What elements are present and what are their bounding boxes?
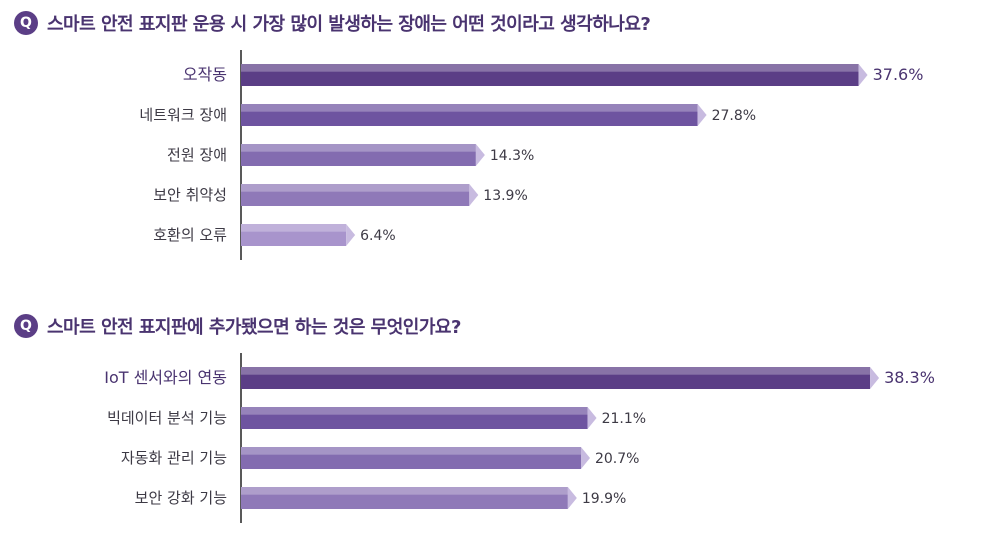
bar-highlight xyxy=(241,144,476,152)
bar-highlight xyxy=(241,224,347,232)
bar xyxy=(241,104,698,126)
value-label: 27.8% xyxy=(712,108,756,124)
bar-tip xyxy=(697,104,707,126)
bar xyxy=(241,447,581,469)
bar-highlight xyxy=(241,184,470,192)
bar-tip xyxy=(858,64,868,86)
bar-chart-features: IoT 센서와의 연동 38.3% 빅데이터 분석 기능 21.1% 자동화 관리 기능… xyxy=(104,353,935,523)
category-label: 전원 장애 xyxy=(167,146,227,164)
question-title: 스마트 안전 표지판 운용 시 가장 많이 발생하는 장애는 어떤 것이라고 생… xyxy=(47,14,651,35)
bar xyxy=(241,224,347,246)
bar-tip xyxy=(587,407,597,429)
question-q-icon: Q xyxy=(14,314,38,338)
bar xyxy=(241,487,568,509)
bar-highlight xyxy=(241,64,859,72)
value-label: 13.9% xyxy=(483,188,527,204)
bar-chart-failures: 오작동 37.6% 네트워크 장애 27.8% 전원 장애 14.3% 보안 취약성 13.9… xyxy=(139,50,924,260)
bar-highlight xyxy=(241,447,581,455)
bar-highlight xyxy=(241,407,588,415)
category-label: 보안 취약성 xyxy=(153,186,227,204)
value-label: 19.9% xyxy=(582,491,626,507)
category-label: 빅데이터 분석 기능 xyxy=(107,409,227,427)
value-label: 6.4% xyxy=(360,228,396,244)
value-label: 20.7% xyxy=(595,451,639,467)
question-title: 스마트 안전 표지판에 추가됐으면 하는 것은 무엇인가요? xyxy=(47,317,461,338)
question-q-icon: Q xyxy=(14,11,38,35)
category-label: 오작동 xyxy=(183,65,227,84)
value-label: 14.3% xyxy=(490,148,534,164)
bar xyxy=(241,367,871,389)
bar-highlight xyxy=(241,487,568,495)
value-label: 21.1% xyxy=(602,411,646,427)
question-header-1: Q 스마트 안전 표지판 운용 시 가장 많이 발생하는 장애는 어떤 것이라고… xyxy=(14,10,651,36)
category-label: 네트워크 장애 xyxy=(139,106,227,124)
bar-tip xyxy=(580,447,590,469)
bar-tip xyxy=(870,367,880,389)
bar xyxy=(241,184,470,206)
category-label: IoT 센서와의 연동 xyxy=(104,368,227,387)
value-label: 38.3% xyxy=(884,368,935,387)
bar-highlight xyxy=(241,104,698,112)
bar xyxy=(241,407,588,429)
bar-highlight xyxy=(241,367,871,375)
question-header-2: Q 스마트 안전 표지판에 추가됐으면 하는 것은 무엇인가요? xyxy=(14,313,461,339)
bar-tip xyxy=(475,144,485,166)
category-label: 호환의 오류 xyxy=(153,226,227,244)
value-label: 37.6% xyxy=(873,65,924,84)
category-label: 보안 강화 기능 xyxy=(135,489,228,507)
category-label: 자동화 관리 기능 xyxy=(121,449,227,467)
bar-tip xyxy=(346,224,356,246)
bar-tip xyxy=(567,487,577,509)
bar-tip xyxy=(469,184,479,206)
bar xyxy=(241,64,859,86)
bar xyxy=(241,144,476,166)
